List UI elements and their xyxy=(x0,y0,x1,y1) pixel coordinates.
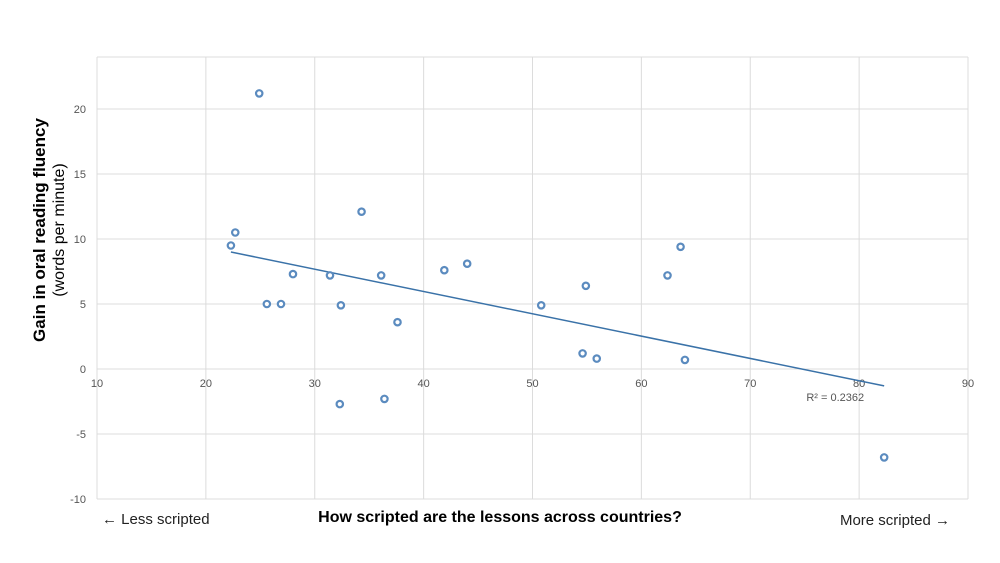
grid-lines xyxy=(96,56,969,500)
data-point xyxy=(676,242,685,252)
y-tick-label: 5 xyxy=(80,299,86,311)
x-tick-label: 90 xyxy=(962,378,974,390)
x-tick-label: 20 xyxy=(200,378,212,390)
data-point xyxy=(376,271,386,280)
data-point xyxy=(254,89,264,98)
y-axis-label: Gain in oral reading fluency xyxy=(30,118,49,342)
x-tick-label: 50 xyxy=(526,378,538,390)
data-point xyxy=(335,399,345,409)
x-tick-label: 70 xyxy=(744,378,756,390)
data-point xyxy=(578,349,587,358)
x-tick-label: 10 xyxy=(91,378,103,390)
data-point xyxy=(226,241,236,250)
data-point xyxy=(663,271,672,280)
data-point xyxy=(325,271,335,280)
r-squared-label: R² = 0.2362 xyxy=(806,392,864,404)
data-point xyxy=(581,281,591,291)
y-tick-labels: -10 -5 0 5 10 15 20 xyxy=(70,104,86,506)
data-point xyxy=(230,228,240,237)
x-tick-label: 30 xyxy=(309,378,321,390)
data-point xyxy=(380,394,389,404)
data-point xyxy=(262,299,272,309)
data-point xyxy=(276,299,286,309)
y-tick-label: 15 xyxy=(74,169,86,181)
data-point xyxy=(592,354,602,363)
data-point xyxy=(288,269,298,279)
data-point xyxy=(440,265,449,275)
x-axis-title: How scripted are the lessons across coun… xyxy=(318,509,682,526)
y-axis-sublabel: (words per minute) xyxy=(51,163,68,297)
y-axis-title: Gain in oral reading fluency (words per … xyxy=(20,60,80,400)
data-point xyxy=(393,317,402,327)
x-tick-labels: 10 20 30 40 50 60 70 80 90 xyxy=(91,378,974,390)
y-tick-label: -5 xyxy=(76,429,86,441)
data-point xyxy=(357,207,366,217)
less-scripted-note: ← Less scripted xyxy=(102,511,210,528)
trendline xyxy=(230,251,885,387)
data-point xyxy=(336,300,346,310)
y-tick-label: -10 xyxy=(70,494,86,506)
y-tick-label: 20 xyxy=(74,104,86,116)
x-tick-label: 60 xyxy=(635,378,647,390)
data-point xyxy=(462,259,472,269)
data-point xyxy=(536,300,546,310)
data-point xyxy=(879,453,889,462)
more-scripted-note: More scripted → xyxy=(839,512,950,529)
data-points xyxy=(226,89,889,462)
data-point xyxy=(680,355,690,365)
y-tick-label: 10 xyxy=(74,234,86,246)
y-tick-label: 0 xyxy=(80,364,86,376)
x-tick-label: 40 xyxy=(418,378,430,390)
